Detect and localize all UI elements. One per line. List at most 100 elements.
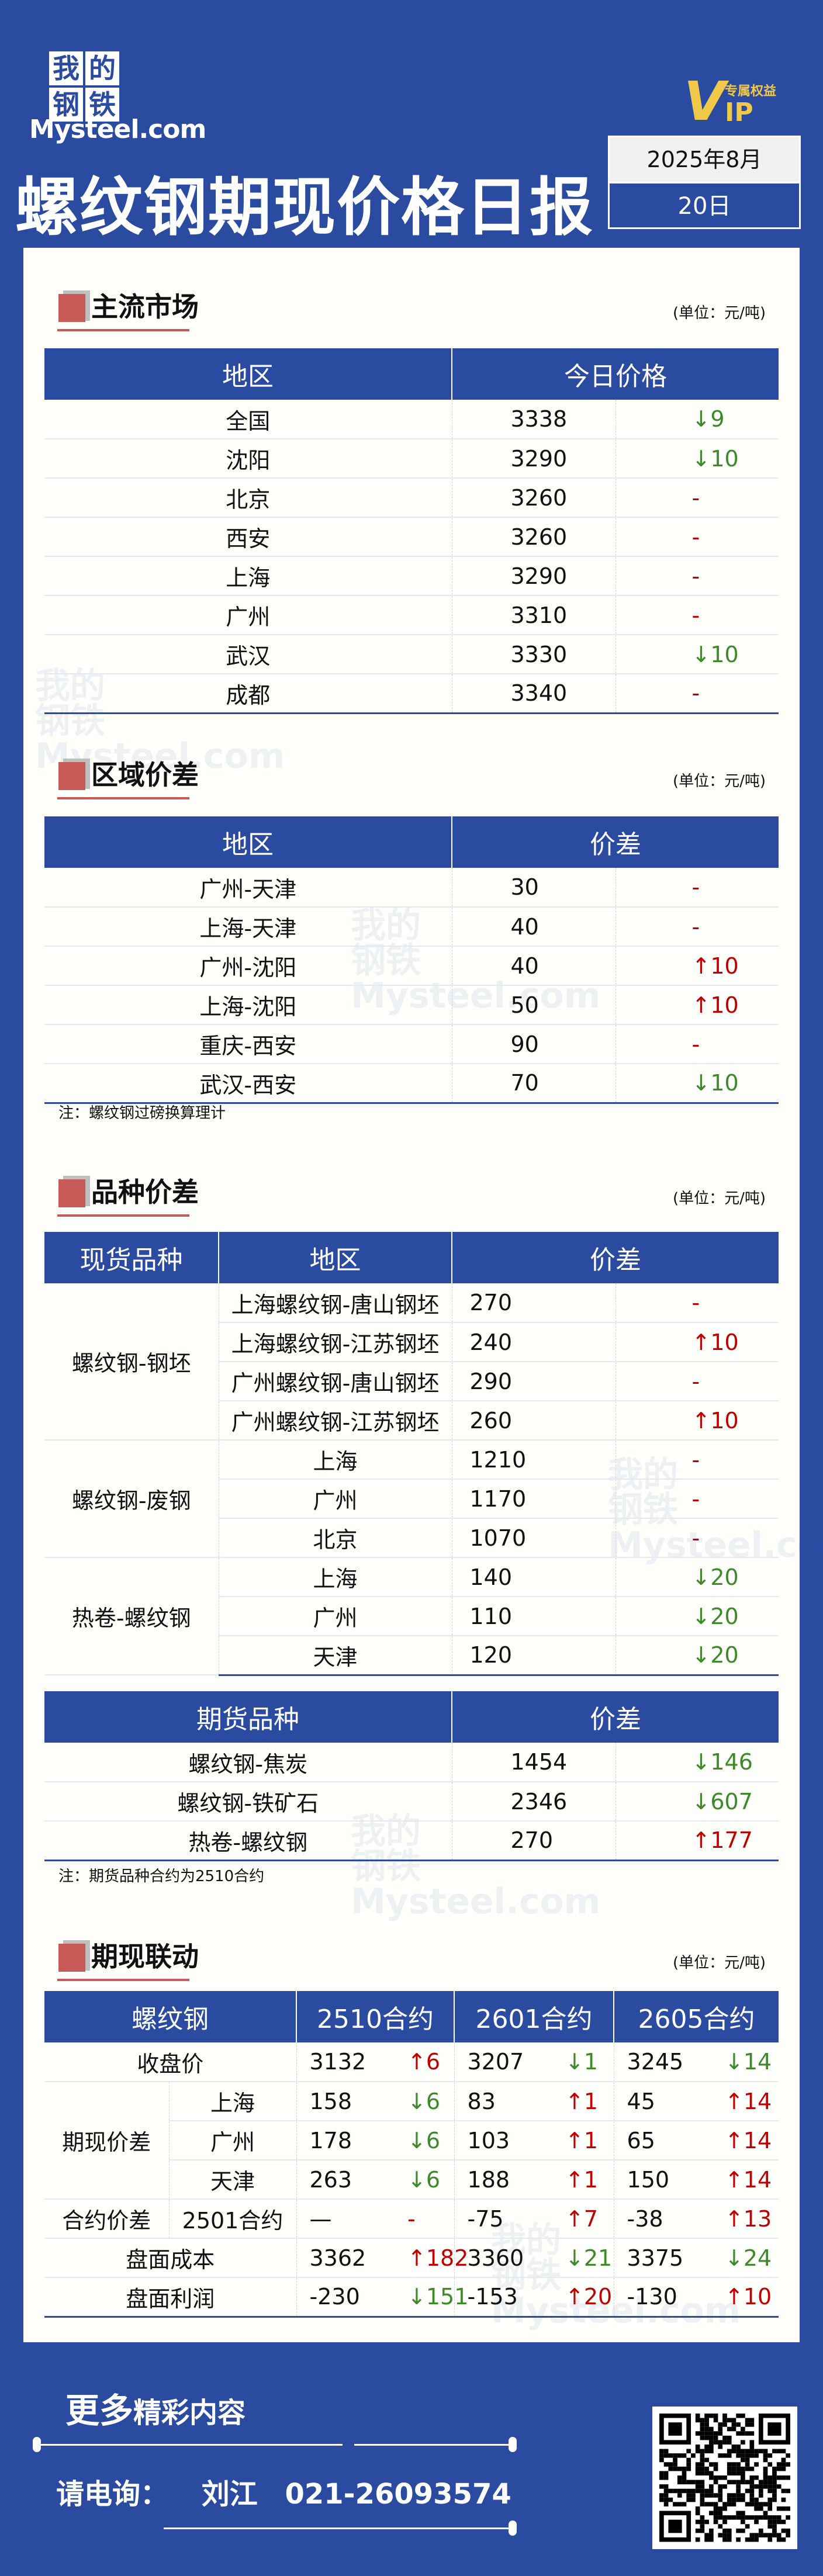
region-cell: 西安 (44, 517, 452, 557)
table-row: 西安 3260- (44, 517, 779, 557)
table-row: 广州 110 ↓20 (44, 1597, 779, 1636)
contact-phone[interactable]: 021-26093574 (285, 2478, 511, 2511)
qr-module (713, 2519, 718, 2525)
qr-module (727, 2426, 732, 2432)
row-label: 盘面成本 (44, 2238, 296, 2278)
change-cell: - (615, 517, 779, 557)
change-cell: - (384, 2199, 455, 2239)
logo-char: 的 (85, 51, 119, 85)
unit-label: (单位：元/吨) (672, 773, 766, 790)
qr-module (763, 2511, 768, 2516)
qr-module (695, 2506, 700, 2511)
change-cell: ↑14 (701, 2082, 779, 2121)
table-row: 广州 1170- (44, 1479, 779, 1519)
divider-line (39, 2444, 343, 2446)
qr-module (695, 2519, 700, 2525)
qr-module (749, 2515, 755, 2520)
qr-module (663, 2488, 669, 2494)
qr-module (731, 2449, 736, 2454)
qr-module (722, 2515, 727, 2520)
row-label: 合约价差 (44, 2199, 169, 2239)
qr-module (749, 2537, 755, 2542)
qr-module (704, 2466, 709, 2471)
qr-module (758, 2533, 763, 2537)
page-title: 螺纹钢期现价格日报 (15, 171, 594, 244)
table-row: 武汉 3330 ↓10 (44, 635, 779, 674)
region-cell: 上海 (218, 1557, 452, 1597)
region-cell: 热卷-螺纹钢 (44, 1821, 452, 1861)
qr-module (763, 2515, 768, 2520)
qr-module (704, 2414, 709, 2418)
change-cell: - (615, 674, 779, 714)
qr-module (718, 2440, 723, 2445)
price-cell: 240 (451, 1322, 615, 1362)
change-cell: ↓24 (701, 2238, 779, 2278)
change-cell: ↑13 (701, 2199, 779, 2239)
change-cell: - (615, 595, 779, 635)
value-cell: 178 (296, 2121, 384, 2160)
region-cell: 螺纹钢-铁矿石 (44, 1782, 452, 1822)
qr-module (741, 2475, 745, 2480)
qr-module (718, 2453, 723, 2458)
qr-module (686, 2457, 691, 2463)
price-cell: 1454 (451, 1743, 615, 1782)
table-row: 上海 3290- (44, 556, 779, 596)
qr-module (776, 2449, 781, 2454)
date-day: 20日 (610, 182, 799, 227)
qr-code[interactable] (652, 2407, 797, 2549)
qr-module (786, 2515, 790, 2520)
qr-module (727, 2440, 732, 2445)
note: 注：螺纹钢过磅换算理计 (58, 1105, 226, 1122)
table-row: 成都 3340- (44, 674, 779, 714)
qr-module (763, 2449, 768, 2454)
table-row: 收盘价 3132 ↑6 3207 ↓1 3245 ↓14 (44, 2042, 779, 2082)
row-label: 盘面利润 (44, 2277, 296, 2318)
qr-module (691, 2453, 696, 2458)
price-cell: 3310 (451, 595, 615, 635)
qr-module (677, 2502, 682, 2506)
table-row: 合约价差 2501合约 — - -75 ↑7 -38 ↑13 (44, 2199, 779, 2239)
qr-module (695, 2511, 700, 2516)
qr-module (754, 2502, 759, 2506)
price-cell: 50 (451, 985, 615, 1025)
qr-module (736, 2480, 741, 2485)
change-cell: - (615, 1479, 779, 1519)
date-month: 2025年8月 (610, 137, 799, 182)
logo-char: 我 (49, 51, 83, 85)
vip-ip: IP (725, 98, 753, 127)
table-row: 热卷-螺纹钢 270 ↑177 (44, 1821, 779, 1861)
qr-module (727, 2502, 732, 2506)
column-header: 螺纹钢 (44, 1991, 296, 2042)
qr-module (708, 2488, 714, 2494)
value-cell: -153 (454, 2277, 542, 2318)
qr-module (700, 2502, 705, 2506)
price-cell: 30 (451, 868, 615, 908)
qr-module (722, 2502, 727, 2506)
qr-module (745, 2537, 750, 2542)
qr-module (727, 2435, 732, 2440)
qr-module (767, 2519, 773, 2525)
qr-module (754, 2484, 759, 2489)
note: 注：期货品种合约为2510合约 (58, 1868, 265, 1885)
change-cell: ↓10 (615, 635, 779, 674)
change-cell: ↓21 (542, 2238, 614, 2278)
qr-module (700, 2480, 705, 2485)
change-cell: ↓607 (615, 1782, 779, 1822)
qr-module (700, 2418, 705, 2423)
value-cell: 103 (454, 2121, 542, 2160)
qr-module (718, 2493, 723, 2498)
qr-module (767, 2488, 773, 2494)
change-cell: ↓6 (384, 2121, 455, 2160)
qr-module (767, 2480, 773, 2485)
qr-module (663, 2449, 669, 2454)
qr-module (736, 2528, 741, 2533)
qr-module (727, 2449, 732, 2454)
qr-module (741, 2431, 745, 2436)
qr-module (731, 2444, 736, 2449)
change-cell: ↑20 (542, 2277, 614, 2318)
qr-module (659, 2493, 664, 2498)
qr-module (691, 2488, 696, 2494)
qr-module (763, 2502, 768, 2506)
qr-module (745, 2453, 750, 2458)
qr-module (736, 2497, 741, 2502)
